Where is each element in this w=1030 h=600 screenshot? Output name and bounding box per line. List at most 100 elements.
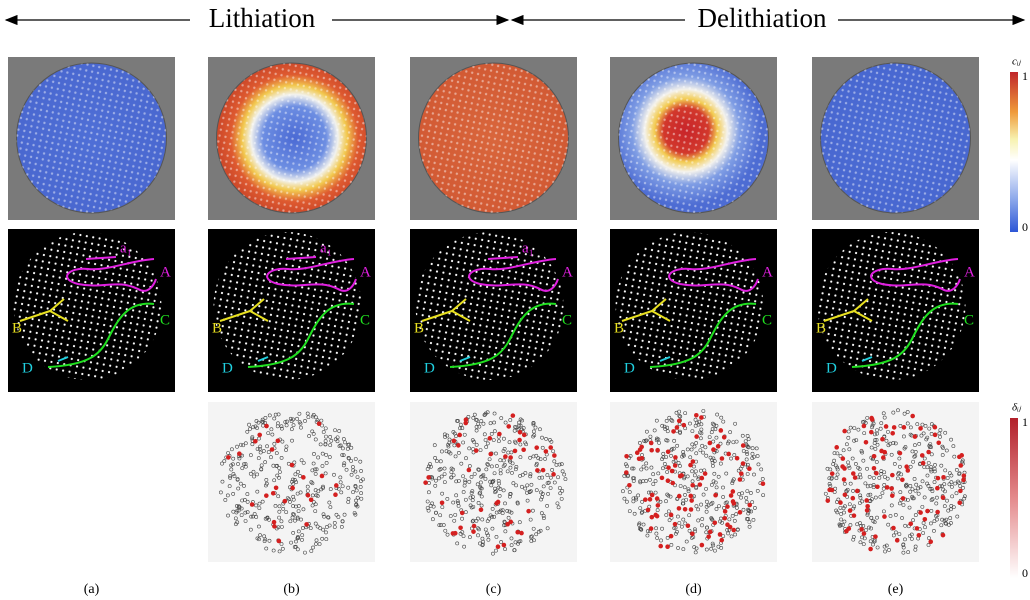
page: Lithiation Delithiation cᵢⱼ 1 0 δᵢⱼ 1 0 … <box>0 0 1030 600</box>
defect <box>270 447 275 452</box>
defect <box>962 473 967 478</box>
defect <box>739 471 744 476</box>
defect <box>908 522 913 527</box>
annotation-label: A <box>964 264 975 280</box>
lattice <box>217 63 367 213</box>
annotation-label: D <box>424 360 435 376</box>
defect <box>511 413 516 418</box>
defect <box>479 507 484 512</box>
figure: Lithiation Delithiation cᵢⱼ 1 0 δᵢⱼ 1 0 … <box>0 0 1030 600</box>
defect <box>844 529 849 534</box>
defect <box>851 471 856 476</box>
defect <box>699 415 704 420</box>
defect <box>666 449 671 454</box>
defect <box>933 425 938 430</box>
defect <box>868 547 873 552</box>
lattice <box>14 232 162 380</box>
defect <box>719 538 724 543</box>
defect <box>703 471 708 476</box>
defect <box>723 509 728 514</box>
panel-bg <box>208 402 375 562</box>
colorbar <box>1010 72 1018 232</box>
strain-panel <box>208 402 375 562</box>
defect <box>309 497 314 502</box>
defect <box>918 510 923 515</box>
defect <box>698 482 703 487</box>
defect <box>506 424 511 429</box>
lattice <box>17 63 167 213</box>
defect <box>720 456 725 461</box>
defect <box>250 502 255 507</box>
defect <box>691 459 696 464</box>
defect <box>517 438 522 443</box>
defect <box>891 526 896 531</box>
defect <box>508 455 513 460</box>
defect <box>467 468 472 473</box>
defect <box>879 449 884 454</box>
defect <box>496 544 501 549</box>
defect <box>306 493 311 498</box>
defect <box>961 478 966 483</box>
defect <box>624 470 629 475</box>
defect <box>884 424 889 429</box>
defect <box>673 522 678 527</box>
defect <box>226 455 231 460</box>
panel-label: (b) <box>283 582 300 597</box>
defect <box>864 440 869 445</box>
defect <box>690 483 695 488</box>
defect <box>694 434 699 439</box>
dislocation-panel: a₁ABCD <box>208 229 375 392</box>
annotation-label: B <box>816 320 826 336</box>
defect <box>928 539 933 544</box>
annotation-label: A <box>562 264 573 280</box>
annotation-label: B <box>414 320 424 336</box>
defect <box>747 466 752 471</box>
defect <box>464 417 469 422</box>
defect <box>627 483 632 488</box>
defect <box>892 425 897 430</box>
defect <box>677 419 682 424</box>
annotation-label: D <box>22 360 33 376</box>
annotation-label: D <box>222 360 233 376</box>
defect <box>551 472 556 477</box>
annotation-label: A <box>762 264 773 280</box>
defect <box>862 424 867 429</box>
defect <box>669 534 674 539</box>
lattice <box>419 63 569 213</box>
defect <box>890 431 895 436</box>
annotation-label: B <box>614 320 624 336</box>
panel-label: (a) <box>84 582 100 597</box>
defect <box>304 522 309 527</box>
defect <box>534 445 539 450</box>
defect <box>926 450 931 455</box>
concentration-panel <box>410 57 577 220</box>
defect <box>880 437 885 442</box>
defect <box>521 447 526 452</box>
defect <box>920 453 925 458</box>
defect <box>725 522 730 527</box>
defect <box>716 444 721 449</box>
panel-label: (d) <box>685 582 702 597</box>
defect <box>272 524 277 529</box>
annotation-label: C <box>360 312 370 328</box>
defect <box>497 432 502 437</box>
defect <box>544 449 549 454</box>
defect <box>665 544 670 549</box>
defect <box>729 493 734 498</box>
defect <box>658 544 663 549</box>
lattice <box>821 63 971 213</box>
colorbar-title: δᵢⱼ <box>1012 402 1022 414</box>
defect <box>290 463 295 468</box>
defect <box>334 483 339 488</box>
defect <box>731 489 736 494</box>
defect <box>859 527 864 532</box>
defect <box>882 514 887 519</box>
defect <box>488 452 493 457</box>
defect <box>741 443 746 448</box>
defect <box>460 511 465 516</box>
defect <box>864 498 869 503</box>
defect <box>874 471 879 476</box>
defect <box>834 445 839 450</box>
